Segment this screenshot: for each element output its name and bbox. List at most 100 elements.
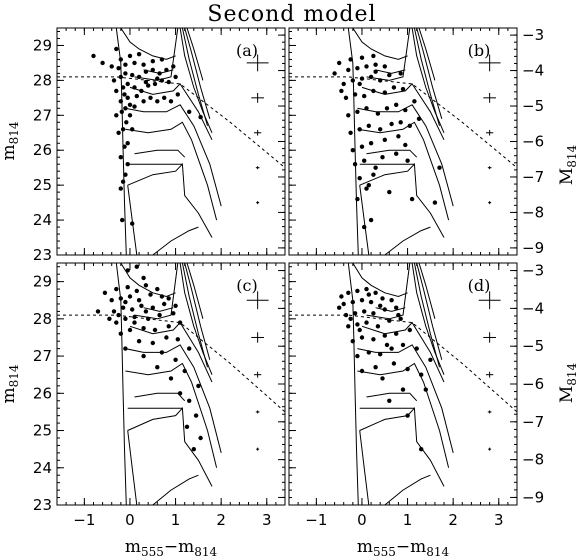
- data-point: [339, 88, 344, 94]
- data-point: [394, 102, 399, 108]
- data-point: [119, 109, 125, 115]
- data-point: [357, 127, 362, 132]
- x-tick-label: 2: [216, 511, 226, 529]
- data-point: [166, 324, 171, 329]
- isochrone-10: [134, 28, 179, 81]
- data-point: [111, 309, 117, 314]
- isochrone-14: [416, 263, 443, 360]
- data-point: [118, 155, 124, 160]
- data-point: [127, 327, 133, 333]
- abs-tick-label: −9: [522, 239, 544, 257]
- panel-1: (a) 23 24 25 26 27 28 29: [33, 27, 286, 264]
- figure-title: Second model: [207, 2, 376, 27]
- data-point: [394, 331, 399, 336]
- data-point: [405, 158, 410, 163]
- data-point: [95, 309, 101, 314]
- data-point: [173, 303, 178, 308]
- data-point: [150, 67, 155, 73]
- data-point: [120, 179, 126, 184]
- data-point: [380, 296, 385, 301]
- data-point: [132, 320, 137, 325]
- y-tick-label: 28: [33, 71, 52, 89]
- data-point: [432, 200, 438, 205]
- data-point: [134, 288, 139, 294]
- data-point: [125, 162, 130, 167]
- data-point: [403, 107, 408, 113]
- y-axis-label-bottom: m814: [0, 364, 21, 403]
- data-point: [150, 305, 155, 310]
- data-point: [143, 79, 149, 85]
- isochrone-13: [413, 28, 440, 126]
- data-point: [150, 340, 155, 346]
- data-point: [120, 305, 126, 310]
- isochrone-3: [152, 474, 199, 505]
- x-tick-label: 3: [262, 511, 272, 529]
- data-point: [387, 318, 392, 323]
- panel-4: (d) −1 0 1 2 3 −9 −8 −7 −6 −5 −4 −3: [288, 262, 544, 529]
- isochrone-1: [115, 28, 127, 255]
- data-point: [371, 172, 376, 177]
- data-point: [166, 296, 171, 301]
- data-point: [100, 60, 105, 66]
- data-point: [362, 93, 367, 99]
- data-point: [107, 316, 112, 321]
- data-point: [148, 95, 153, 101]
- axis-labels: m814 m814 M814 M814 m555−m814 m555−m814: [0, 121, 579, 556]
- data-point: [355, 196, 360, 202]
- data-point: [398, 316, 403, 321]
- data-point: [175, 92, 180, 97]
- data-point: [132, 60, 137, 66]
- x-tick-label: 1: [171, 511, 181, 529]
- data-point: [341, 81, 346, 87]
- data-point: [123, 172, 128, 177]
- plot-area: [289, 263, 517, 505]
- data-point: [394, 305, 399, 310]
- data-point: [114, 320, 119, 325]
- data-point: [130, 127, 135, 132]
- completeness-line: [289, 76, 517, 169]
- data-point: [364, 186, 369, 191]
- data-point: [148, 292, 153, 297]
- data-point: [171, 64, 176, 69]
- data-point: [389, 346, 394, 351]
- data-point: [352, 92, 358, 97]
- data-point: [359, 298, 365, 303]
- data-point: [155, 76, 160, 81]
- isochrone-8: [125, 344, 222, 454]
- data-point: [346, 67, 351, 73]
- data-point: [364, 64, 369, 69]
- y-tick-label: 25: [33, 176, 52, 194]
- data-point: [122, 92, 127, 97]
- y-tick-label: 24: [33, 211, 52, 229]
- data-point: [373, 69, 378, 74]
- data-point: [177, 320, 183, 325]
- data-point: [380, 155, 385, 160]
- panel-label: (b): [468, 41, 491, 60]
- plot-area: [57, 28, 285, 255]
- data-point: [423, 387, 428, 392]
- data-point: [359, 335, 365, 340]
- data-point: [177, 391, 183, 396]
- data-point: [343, 95, 349, 101]
- data-point: [366, 183, 371, 188]
- x-tick-label: −1: [305, 511, 327, 529]
- data-point: [159, 294, 165, 299]
- data-point: [152, 81, 158, 87]
- y-tick-label: 26: [33, 141, 52, 159]
- panel-label: (a): [236, 41, 258, 60]
- data-point: [416, 116, 422, 122]
- data-point: [337, 60, 342, 66]
- isochrone-2: [127, 430, 138, 505]
- data-point: [350, 78, 355, 83]
- data-point: [332, 71, 337, 76]
- data-point: [355, 109, 360, 115]
- data-point: [346, 290, 351, 295]
- data-point: [116, 130, 121, 135]
- isochrone-1: [347, 263, 359, 505]
- data-point: [437, 165, 442, 170]
- y-tick-label: 27: [33, 347, 52, 365]
- data-point: [414, 346, 419, 351]
- data-point: [187, 398, 192, 403]
- isochrone-2: [127, 185, 138, 255]
